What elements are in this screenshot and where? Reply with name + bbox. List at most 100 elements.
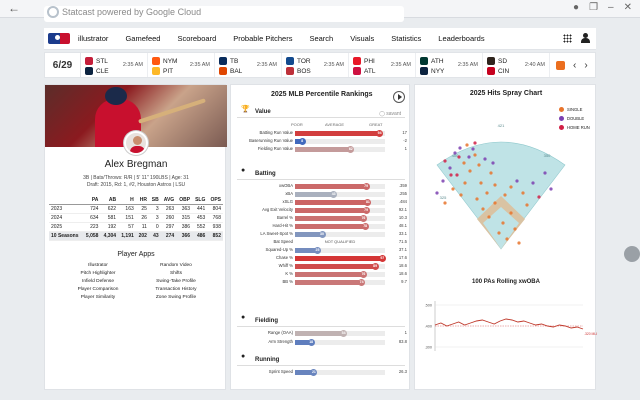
percentile-row[interactable]: Chase % 97 17.6	[235, 255, 407, 262]
player-app-link[interactable]: Transaction History	[155, 287, 197, 292]
runner-icon: ●	[241, 353, 246, 360]
nav-item-visuals[interactable]: Visuals	[350, 34, 375, 43]
player-app-link[interactable]: Pitch Highlighter	[80, 271, 116, 276]
percentile-rankings: 2025 MLB Percentile Rankings ◯ savant 🏆 V…	[230, 84, 410, 390]
percentile-row[interactable]: Sprint Speed 21 26.3	[235, 369, 407, 376]
player-app-link[interactable]: Illustrator	[88, 263, 108, 268]
percentile-track: 62	[295, 146, 385, 153]
player-app-link[interactable]: Shifts	[170, 271, 182, 276]
copy-icon[interactable]: ❐	[589, 2, 599, 13]
table-cell: 5,058	[82, 231, 101, 241]
metric-value: 33.1	[398, 231, 407, 236]
play-icon[interactable]	[393, 91, 405, 103]
team-logo-icon	[219, 67, 227, 75]
game-card[interactable]: PHI ATL 2:35 AM	[349, 53, 416, 77]
nav-item-search[interactable]: Search	[309, 34, 334, 43]
team-away: TOR	[286, 57, 311, 65]
player-app-link[interactable]: Player Comparison	[77, 287, 119, 292]
hit-marker	[451, 187, 455, 191]
percentile-row[interactable]: Avg Exit Velocity 79 92.1	[235, 207, 407, 214]
not-qualified-label: NOT QUALIFIED	[324, 239, 356, 244]
percentile-track: 25	[295, 247, 385, 254]
pin-icon[interactable]: ●	[573, 2, 580, 13]
percentile-row[interactable]: Hard-Hit % 78 48.1	[235, 223, 407, 230]
game-card[interactable]: SD CIN 2:40 AM	[483, 53, 550, 77]
percentile-track: 79	[295, 183, 385, 190]
metric-value: .255	[398, 191, 407, 196]
nav-item-statistics[interactable]: Statistics	[391, 34, 422, 43]
table-cell: 274	[160, 231, 177, 241]
nav-item-probable-pitchers[interactable]: Probable Pitchers	[233, 34, 293, 43]
percentile-dot: 25	[314, 247, 321, 254]
percentile-row[interactable]: K % 76 18.6	[235, 271, 407, 278]
game-card[interactable]: ATH NYY 2:35 AM	[416, 53, 483, 77]
game-card[interactable]: STL CLE 2:35 AM	[81, 53, 148, 77]
back-arrow-icon[interactable]: ←	[8, 1, 20, 15]
percentile-scale: POOR AVERAGE GREAT	[291, 122, 382, 128]
chevron-right-icon[interactable]: ›	[584, 59, 588, 71]
team-logo-icon	[286, 57, 294, 65]
nav-item-leaderboards[interactable]: Leaderboards	[438, 34, 485, 43]
window-controls: ● ❐ – ✕	[573, 2, 632, 13]
table-row: 10 Seasons 5,058 4,304 1,191 202 43 274 366 486 8…	[49, 231, 223, 241]
table-cell: 263	[160, 204, 177, 214]
hit-marker	[455, 173, 459, 177]
team-home: PIT	[152, 67, 173, 75]
table-cell: 2024	[49, 213, 83, 223]
nav-item-scoreboard[interactable]: Scoreboard	[177, 34, 217, 43]
metric-value: -2	[403, 138, 407, 143]
minimize-icon[interactable]: –	[608, 2, 614, 13]
stats-header: AB	[100, 196, 119, 205]
percentile-row[interactable]: Batting Run Value 94 17	[235, 130, 407, 137]
table-cell: 938	[207, 222, 223, 232]
player-app-link[interactable]: Random Video	[160, 263, 192, 268]
percentile-row[interactable]: Bat Speed NOT QUALIFIED 71.5	[235, 239, 407, 246]
percentile-row[interactable]: Squared-Up % 25 37.1	[235, 247, 407, 254]
hit-marker	[509, 211, 513, 215]
team-home: BOS	[286, 67, 311, 75]
game-card[interactable]: NYM PIT 2:35 AM	[148, 53, 215, 77]
game-card[interactable]: TOR BOS 2:35 AM	[282, 53, 349, 77]
table-cell: 25	[135, 204, 149, 214]
percentile-row[interactable]: LA Sweet-Spot % 30 33.1	[235, 231, 407, 238]
percentile-row[interactable]: Arm Strength 18 83.8	[235, 339, 407, 347]
percentile-track: 79	[295, 207, 385, 214]
percentile-row[interactable]: Range (OAA) 54 1	[235, 330, 407, 337]
rankings-title: 2025 MLB Percentile Rankings	[271, 91, 373, 98]
close-icon[interactable]: ✕	[623, 2, 632, 13]
metric-value: 18.6	[398, 271, 407, 276]
section-title: Fielding	[255, 318, 278, 324]
table-cell: 486	[192, 231, 208, 241]
game-card[interactable]: TB BAL 2:35 AM	[215, 53, 282, 77]
edit-icon[interactable]	[624, 246, 640, 262]
percentile-row[interactable]: Fielding Run Value 62 1	[235, 146, 407, 153]
chevron-left-icon[interactable]: ‹	[573, 59, 577, 71]
apps-grid-icon[interactable]	[563, 34, 572, 43]
percentile-row[interactable]: xBA 43 .255	[235, 191, 407, 198]
user-icon[interactable]	[581, 33, 590, 43]
percentile-row[interactable]: Baserunning Run Value 8 -2	[235, 138, 407, 145]
scoreboard-date[interactable]: 6/29	[45, 53, 81, 77]
nav-item-illustrator[interactable]: illustrator	[78, 34, 109, 43]
player-app-link[interactable]: Swing-Take Profile	[156, 279, 196, 284]
nav-item-gamefeed[interactable]: Gamefeed	[125, 34, 161, 43]
hit-marker	[443, 201, 447, 205]
player-app-link[interactable]: Player Similarity	[80, 295, 116, 300]
percentile-row[interactable]: xwOBA 79 .359	[235, 183, 407, 190]
mlb-logo-icon[interactable]	[48, 33, 70, 44]
divider	[237, 365, 405, 366]
percentile-row[interactable]: Barrel % 76 10.3	[235, 215, 407, 222]
team-away: TB	[219, 57, 238, 65]
percentile-dot: 18	[307, 339, 315, 347]
table-cell: 0	[148, 222, 161, 232]
percentile-fill	[295, 232, 322, 237]
percentile-row[interactable]: xSLG 81 .484	[235, 199, 407, 206]
percentile-track: 74	[295, 279, 385, 286]
percentile-track: 43	[295, 191, 385, 198]
savant-link[interactable]: ◯ savant	[379, 111, 401, 117]
player-app-link[interactable]: Infield Defense	[82, 279, 114, 284]
percentile-row[interactable]: BB % 74 9.7	[235, 279, 407, 286]
player-app-link[interactable]: Zone Swing Profile	[155, 295, 197, 300]
percentile-row[interactable]: Whiff % 89 18.6	[235, 263, 407, 270]
table-cell: 163	[118, 204, 136, 214]
